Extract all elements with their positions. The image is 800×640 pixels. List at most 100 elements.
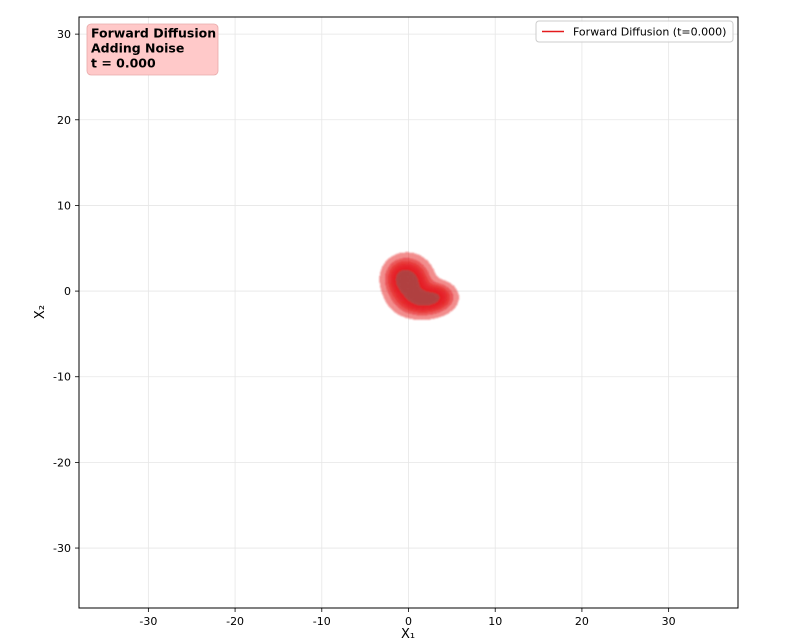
density-cell	[437, 295, 440, 297]
density-cell	[432, 278, 435, 280]
density-cell	[405, 300, 407, 302]
density-cell	[441, 293, 443, 296]
density-cell	[427, 318, 430, 320]
density-cell	[425, 285, 428, 287]
density-cell	[421, 261, 423, 263]
density-cell	[422, 304, 424, 307]
density-cell	[424, 281, 427, 284]
density-cell	[399, 313, 402, 315]
density-cell	[449, 297, 451, 299]
density-cell	[444, 286, 447, 289]
density-cell	[395, 264, 397, 266]
density-cell	[449, 309, 451, 312]
density-cell	[443, 303, 445, 306]
density-cell	[410, 256, 412, 259]
density-cell	[392, 280, 394, 283]
density-cell	[390, 257, 392, 260]
density-cell	[404, 286, 406, 289]
density-cell	[402, 253, 404, 255]
density-cell	[405, 315, 408, 317]
density-cell	[424, 312, 426, 314]
density-cell	[417, 260, 419, 262]
density-cell	[390, 271, 392, 273]
density-cell	[420, 283, 423, 285]
density-cell	[450, 308, 452, 310]
density-cell	[403, 291, 405, 293]
density-cell	[436, 308, 438, 310]
density-cell	[418, 314, 420, 316]
density-cell	[385, 273, 388, 276]
density-cell	[392, 272, 395, 274]
density-cell	[416, 288, 418, 290]
density-cell	[392, 290, 394, 292]
density-cell	[450, 294, 452, 296]
density-cell	[390, 267, 392, 269]
density-cell	[397, 308, 399, 310]
density-cell	[423, 295, 425, 297]
density-cell	[409, 279, 411, 281]
density-cell	[422, 268, 424, 271]
density-cell	[418, 296, 421, 298]
density-cell	[424, 291, 427, 294]
density-cell	[413, 275, 416, 278]
density-cell	[395, 288, 397, 290]
density-cell	[406, 275, 409, 278]
density-cell	[418, 258, 421, 260]
density-cell	[396, 262, 398, 265]
density-cell	[423, 285, 425, 287]
density-cell	[403, 270, 405, 272]
density-cell	[413, 255, 416, 257]
density-cell	[428, 308, 430, 310]
density-cell	[424, 304, 426, 307]
density-cell	[388, 263, 391, 266]
density-cell	[417, 273, 419, 276]
density-cell	[407, 251, 410, 254]
density-cell	[416, 256, 418, 259]
density-cell	[426, 268, 429, 271]
density-cell	[387, 282, 390, 284]
density-cell	[411, 279, 413, 282]
density-cell	[386, 273, 389, 276]
density-cell	[410, 263, 412, 266]
density-cell	[447, 297, 449, 300]
density-cell	[444, 293, 446, 296]
density-cell	[417, 299, 419, 302]
density-cell	[428, 272, 430, 274]
density-cell	[422, 287, 424, 290]
density-cell	[404, 303, 406, 305]
density-cell	[439, 283, 442, 285]
density-cell	[399, 300, 402, 302]
density-cell	[434, 275, 436, 278]
density-cell	[397, 277, 399, 279]
density-cell	[405, 290, 407, 292]
density-cell	[424, 272, 427, 274]
density-cell	[407, 276, 410, 278]
density-cell	[400, 293, 403, 296]
density-cell	[416, 258, 418, 260]
density-cell	[420, 275, 423, 278]
density-cell	[398, 269, 401, 272]
density-cell	[424, 315, 427, 318]
density-cell	[412, 306, 415, 308]
density-cell	[384, 270, 386, 272]
density-cell	[401, 280, 404, 283]
density-cell	[413, 261, 416, 264]
density-cell	[403, 288, 405, 290]
density-cell	[431, 288, 434, 290]
density-cell	[420, 309, 423, 312]
density-cell	[398, 303, 401, 306]
density-cell	[421, 305, 423, 308]
density-cell	[389, 292, 391, 295]
density-cell	[412, 283, 415, 285]
density-cell	[402, 262, 404, 265]
density-cell	[379, 272, 382, 274]
density-cell	[424, 297, 426, 300]
density-cell	[432, 274, 435, 277]
density-cell	[392, 283, 395, 285]
density-cell	[381, 269, 384, 272]
density-cell	[410, 292, 412, 295]
density-cell	[434, 315, 436, 318]
density-cell	[405, 272, 407, 274]
density-cell	[439, 291, 442, 294]
density-cell	[415, 302, 417, 304]
